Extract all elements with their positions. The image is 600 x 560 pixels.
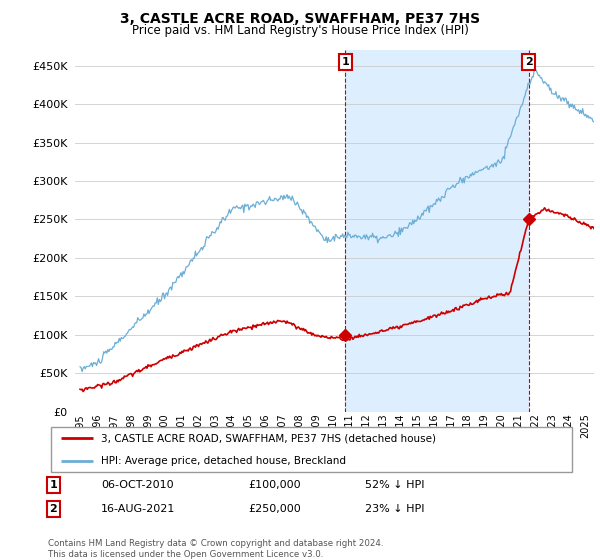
Text: 52% ↓ HPI: 52% ↓ HPI [365, 480, 424, 490]
Text: Contains HM Land Registry data © Crown copyright and database right 2024.
This d: Contains HM Land Registry data © Crown c… [48, 539, 383, 559]
Text: 3, CASTLE ACRE ROAD, SWAFFHAM, PE37 7HS: 3, CASTLE ACRE ROAD, SWAFFHAM, PE37 7HS [120, 12, 480, 26]
Bar [346, 50, 529, 412]
Text: 3, CASTLE ACRE ROAD, SWAFFHAM, PE37 7HS (detached house): 3, CASTLE ACRE ROAD, SWAFFHAM, PE37 7HS … [101, 433, 436, 444]
Text: £100,000: £100,000 [248, 480, 301, 490]
Text: 06-OCT-2010: 06-OCT-2010 [101, 480, 173, 490]
Text: HPI: Average price, detached house, Breckland: HPI: Average price, detached house, Brec… [101, 456, 346, 466]
Text: 2: 2 [525, 57, 533, 67]
Text: 2: 2 [49, 504, 57, 514]
Text: 1: 1 [341, 57, 349, 67]
Text: 16-AUG-2021: 16-AUG-2021 [101, 504, 175, 514]
Text: Price paid vs. HM Land Registry's House Price Index (HPI): Price paid vs. HM Land Registry's House … [131, 24, 469, 36]
Text: £250,000: £250,000 [248, 504, 301, 514]
FancyBboxPatch shape [50, 427, 572, 472]
Text: 1: 1 [49, 480, 57, 490]
Text: 23% ↓ HPI: 23% ↓ HPI [365, 504, 424, 514]
